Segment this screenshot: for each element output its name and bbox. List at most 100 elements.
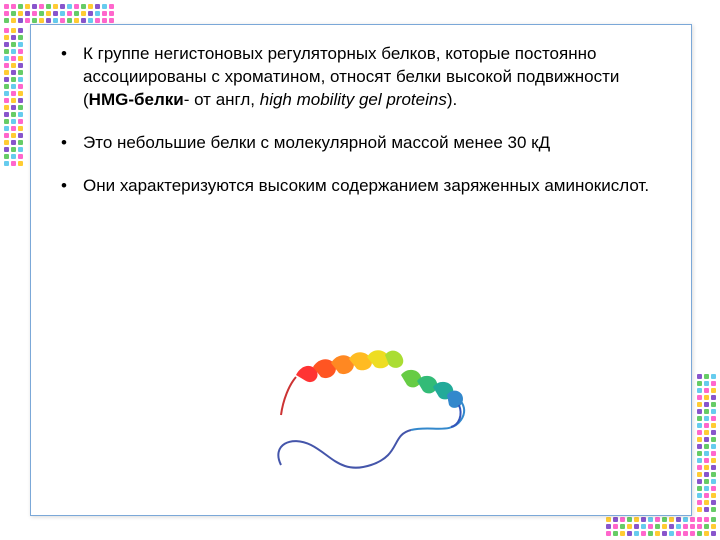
- bullet2-text: Это небольшие белки с молекулярной массо…: [83, 133, 550, 152]
- decor-dot: [18, 112, 23, 117]
- decor-dot: [711, 451, 716, 456]
- decor-dot: [18, 63, 23, 68]
- decor-dots-left: [4, 28, 23, 166]
- decor-dot: [109, 18, 114, 23]
- decor-dot: [704, 465, 709, 470]
- decor-dot: [4, 18, 9, 23]
- slide-content-box: К группе негистоновых регуляторных белко…: [30, 24, 692, 516]
- decor-dot: [4, 4, 9, 9]
- decor-dot: [704, 416, 709, 421]
- decor-dot: [704, 437, 709, 442]
- decor-dot: [711, 430, 716, 435]
- decor-dot: [606, 517, 611, 522]
- decor-dot: [60, 11, 65, 16]
- decor-dot: [711, 531, 716, 536]
- decor-dot: [18, 56, 23, 61]
- decor-dot: [697, 416, 702, 421]
- decor-dot: [620, 524, 625, 529]
- decor-dot: [11, 11, 16, 16]
- decor-dot: [697, 395, 702, 400]
- decor-dot: [18, 147, 23, 152]
- decor-dot: [704, 409, 709, 414]
- decor-dot: [88, 18, 93, 23]
- bullet-item-2: Это небольшие белки с молекулярной массо…: [55, 132, 667, 155]
- decor-dot: [67, 18, 72, 23]
- decor-dot: [648, 524, 653, 529]
- decor-dot: [18, 28, 23, 33]
- decor-dot: [697, 479, 702, 484]
- decor-dot: [18, 140, 23, 145]
- decor-dot: [634, 524, 639, 529]
- decor-dot: [18, 119, 23, 124]
- decor-dot: [634, 531, 639, 536]
- decor-dot: [109, 4, 114, 9]
- decor-dot: [18, 126, 23, 131]
- decor-dot: [627, 517, 632, 522]
- decor-dot: [697, 374, 702, 379]
- decor-dot: [704, 493, 709, 498]
- decor-dot: [11, 161, 16, 166]
- decor-dot: [67, 11, 72, 16]
- decor-dot: [4, 91, 9, 96]
- decor-dot: [711, 402, 716, 407]
- decor-dot: [18, 161, 23, 166]
- decor-dot: [4, 11, 9, 16]
- decor-dot: [4, 56, 9, 61]
- decor-dot: [704, 531, 709, 536]
- decor-dot: [697, 451, 702, 456]
- decor-dot: [711, 517, 716, 522]
- decor-dot: [39, 11, 44, 16]
- decor-dot: [641, 524, 646, 529]
- decor-dot: [4, 154, 9, 159]
- decor-dot: [711, 507, 716, 512]
- decor-dot: [697, 444, 702, 449]
- decor-dot: [46, 4, 51, 9]
- decor-dot: [4, 105, 9, 110]
- decor-dot: [18, 77, 23, 82]
- decor-dot: [704, 395, 709, 400]
- decor-dot: [711, 423, 716, 428]
- decor-dot: [676, 524, 681, 529]
- decor-dot: [11, 4, 16, 9]
- decor-dot: [74, 18, 79, 23]
- decor-dot: [4, 77, 9, 82]
- decor-dot: [25, 18, 30, 23]
- decor-dot: [18, 35, 23, 40]
- decor-dot: [641, 531, 646, 536]
- decor-dot: [4, 161, 9, 166]
- decor-dot: [11, 42, 16, 47]
- decor-dot: [88, 11, 93, 16]
- decor-dot: [704, 517, 709, 522]
- decor-dot: [613, 524, 618, 529]
- decor-dots-right: [697, 374, 716, 512]
- decor-dot: [4, 126, 9, 131]
- decor-dot: [4, 70, 9, 75]
- decor-dot: [711, 388, 716, 393]
- decor-dot: [634, 517, 639, 522]
- decor-dot: [88, 4, 93, 9]
- decor-dot: [18, 42, 23, 47]
- decor-dot: [60, 4, 65, 9]
- decor-dot: [11, 119, 16, 124]
- decor-dot: [711, 493, 716, 498]
- decor-dot: [697, 524, 702, 529]
- decor-dot: [697, 531, 702, 536]
- decor-dots-bottom: [606, 517, 716, 536]
- decor-dot: [704, 381, 709, 386]
- decor-dot: [704, 486, 709, 491]
- decor-dot: [95, 4, 100, 9]
- decor-dot: [4, 133, 9, 138]
- decor-dot: [11, 154, 16, 159]
- decor-dot: [697, 486, 702, 491]
- decor-dot: [18, 133, 23, 138]
- decor-dot: [683, 524, 688, 529]
- decor-dot: [683, 517, 688, 522]
- decor-dot: [662, 517, 667, 522]
- bullet1-italic: high mobility gel proteins: [260, 90, 447, 109]
- decor-dot: [18, 70, 23, 75]
- decor-dot: [46, 11, 51, 16]
- decor-dot: [95, 11, 100, 16]
- decor-dot: [53, 4, 58, 9]
- decor-dot: [704, 374, 709, 379]
- decor-dot: [11, 77, 16, 82]
